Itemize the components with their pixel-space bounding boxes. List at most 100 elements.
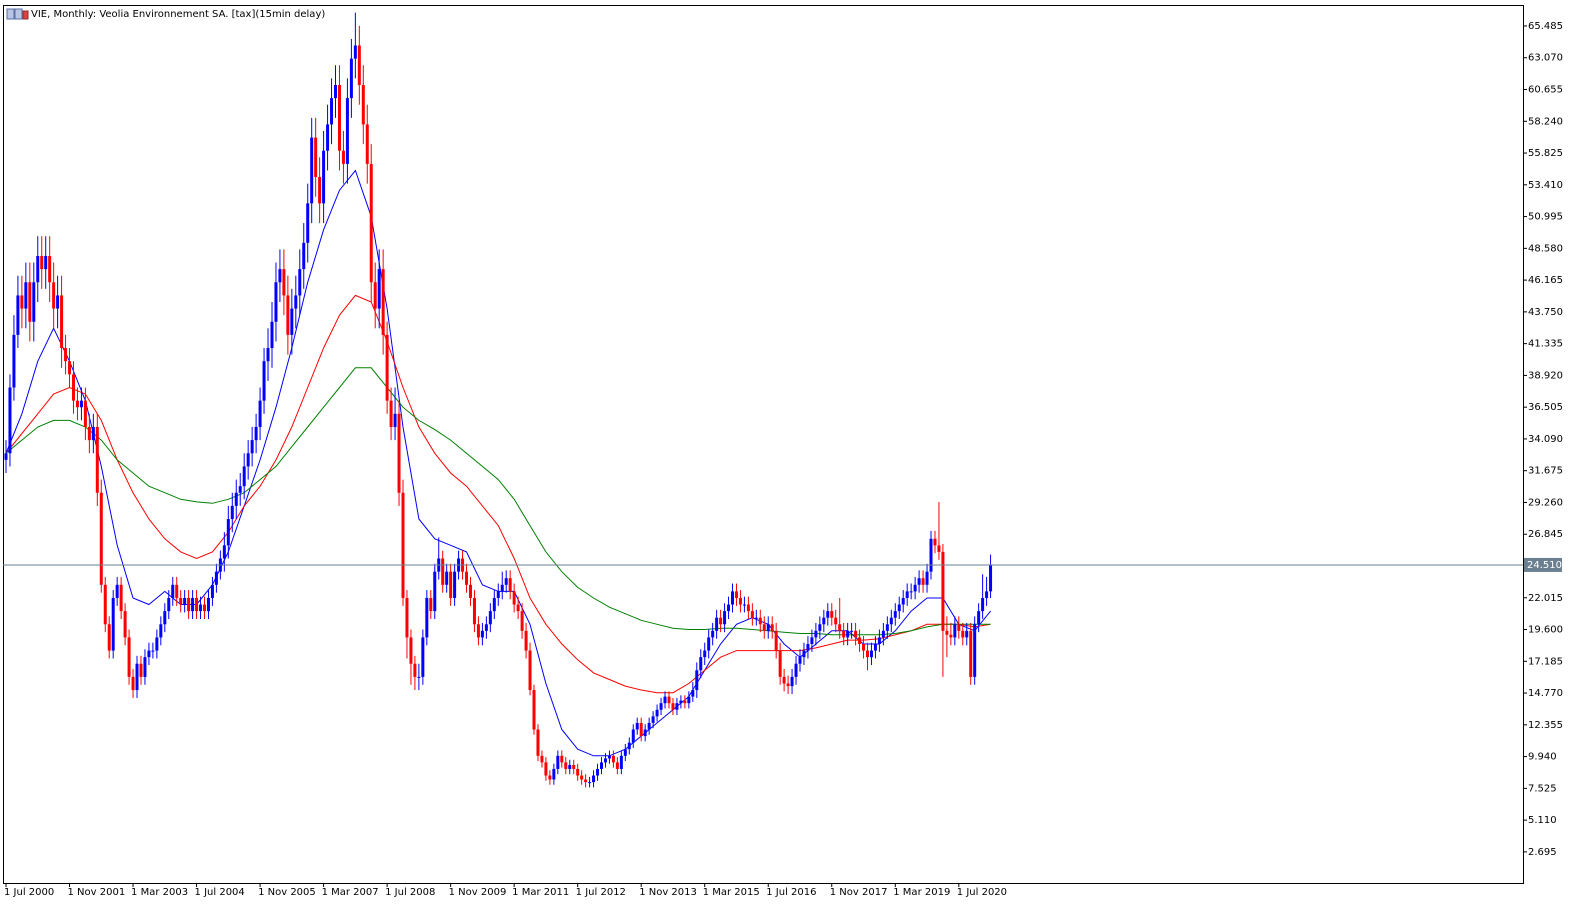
candle-body [32, 282, 36, 322]
candle-body [222, 545, 226, 559]
candle-body [421, 637, 425, 677]
candle-body [484, 624, 488, 631]
icon-part [14, 8, 23, 20]
candle-body [385, 334, 389, 401]
candle-body [786, 683, 790, 687]
candle-body [969, 630, 973, 677]
y-tick-label: 2.695 [1528, 847, 1557, 858]
candle-body [885, 624, 889, 631]
candle-body [540, 755, 544, 763]
candle-body [822, 617, 826, 625]
y-tick-label: 9.940 [1528, 752, 1557, 763]
candle-body [91, 426, 95, 441]
candle-body [326, 124, 330, 151]
candle-body [742, 604, 746, 606]
candle-body [266, 348, 270, 362]
candle-body [528, 650, 532, 691]
candle-body [349, 58, 353, 99]
candle-body [754, 617, 758, 619]
y-tick-label: 26.845 [1528, 529, 1563, 540]
candle-body [671, 703, 675, 710]
icon-part [22, 10, 29, 20]
candle-body [468, 584, 472, 598]
candle-body [24, 282, 28, 309]
candle-body [206, 597, 210, 612]
x-tick-label: 1 Jul 2016 [766, 887, 816, 898]
candle-body [806, 643, 810, 651]
candle-body [195, 597, 199, 612]
candle-body [850, 630, 854, 632]
candle-body [750, 611, 754, 618]
y-tick-label: 5.110 [1528, 815, 1557, 826]
candle-body [306, 203, 310, 243]
candle-body [282, 269, 286, 296]
candle-body [369, 163, 373, 283]
candle-body [377, 269, 381, 309]
candle-body [246, 453, 250, 467]
icon-part [6, 8, 15, 20]
candle-body [230, 505, 234, 520]
candle-body [492, 597, 496, 612]
candle-body [818, 624, 822, 631]
candle-body [929, 538, 933, 572]
candle-body [746, 604, 750, 612]
candle-body [199, 604, 203, 612]
candle-body [846, 630, 850, 638]
candle-body [897, 604, 901, 612]
candle-body [290, 308, 294, 335]
candle-body [814, 630, 818, 638]
candle-body [480, 630, 484, 638]
candle-body [619, 755, 623, 769]
y-tick-label: 12.355 [1528, 720, 1563, 731]
candle-body [679, 700, 683, 704]
candle-body [441, 558, 445, 585]
candle-body [214, 571, 218, 585]
candle-body [345, 98, 349, 164]
candle-body [913, 584, 917, 592]
candle-body [60, 295, 64, 349]
candle-body [917, 578, 921, 585]
x-tick-label: 1 Mar 2011 [512, 887, 569, 898]
candle-body [659, 703, 663, 710]
candle-body [623, 749, 627, 756]
x-tick-label: 1 Jul 2020 [957, 887, 1007, 898]
candle-body [834, 617, 838, 625]
candle-body [143, 657, 147, 677]
candle-body [119, 584, 123, 612]
candle-body [731, 591, 735, 605]
candle-body [699, 657, 703, 671]
candle-body [715, 617, 719, 631]
candle-body [405, 597, 409, 638]
candle-body [738, 597, 742, 605]
candle-body [858, 637, 862, 644]
plot-frame [3, 5, 1524, 884]
candle-body [592, 775, 596, 783]
candle-body [727, 604, 731, 612]
candle-body [520, 611, 524, 631]
candle-body [147, 650, 151, 658]
title-icon [6, 8, 29, 20]
y-tick-label: 60.655 [1528, 85, 1563, 96]
candle-body [318, 177, 322, 204]
candle-body [187, 597, 191, 612]
candle-body [953, 624, 957, 638]
candle-body [905, 591, 909, 598]
candle-body [314, 137, 318, 178]
y-tick-label: 38.920 [1528, 370, 1563, 381]
candle-body [862, 643, 866, 651]
y-tick-label: 43.750 [1528, 307, 1563, 318]
candle-body [568, 765, 572, 769]
candle-body [56, 295, 60, 309]
y-tick-label: 29.260 [1528, 497, 1563, 508]
candle-body [183, 597, 187, 605]
y-tick-label: 22.015 [1528, 593, 1563, 604]
candle-body [274, 282, 278, 322]
candle-body [12, 334, 16, 388]
candle-body [695, 670, 699, 691]
candle-body [488, 611, 492, 625]
candle-body [250, 440, 254, 454]
candle-body [854, 630, 858, 638]
y-tick-label: 55.825 [1528, 148, 1563, 159]
candle-body [794, 663, 798, 677]
